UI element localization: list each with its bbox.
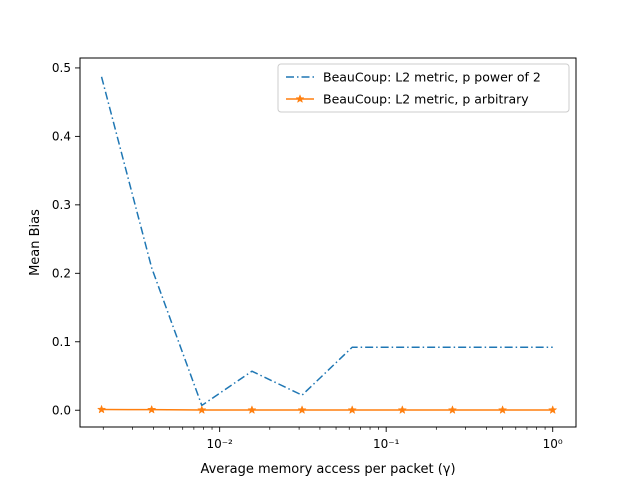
x-axis-label: Average memory access per packet (γ) bbox=[200, 462, 455, 477]
y-tick-label: 0.1 bbox=[52, 335, 71, 349]
series-1 bbox=[102, 77, 553, 406]
y-tick-label: 0.4 bbox=[52, 130, 71, 144]
series-2-point bbox=[549, 406, 557, 414]
x-tick-label: 10⁰ bbox=[543, 437, 563, 451]
legend: BeauCoup: L2 metric, p power of 2 BeauCou… bbox=[278, 64, 569, 112]
series-2-point bbox=[248, 406, 256, 414]
series-2-point bbox=[499, 406, 507, 414]
series-2-point bbox=[148, 405, 156, 413]
plot-area-frame bbox=[80, 58, 576, 427]
series-1-line bbox=[102, 77, 553, 406]
legend-item-2: BeauCoup: L2 metric, p arbitrary bbox=[286, 92, 529, 107]
x-axis: 10⁻² 10⁻¹ 10⁰ bbox=[103, 427, 563, 451]
series-2-point bbox=[198, 406, 206, 414]
series-layer bbox=[98, 77, 557, 414]
y-axis: 0.0 0.1 0.2 0.3 0.4 0.5 bbox=[52, 61, 80, 417]
y-tick-label: 0.3 bbox=[52, 198, 71, 212]
y-axis-label: Mean Bias bbox=[28, 209, 43, 276]
legend-item-1: BeauCoup: L2 metric, p power of 2 bbox=[286, 70, 541, 85]
x-tick-label: 10⁻² bbox=[206, 437, 233, 451]
series-2-point bbox=[398, 406, 406, 414]
x-tick-label: 10⁻¹ bbox=[373, 437, 400, 451]
series-2-point bbox=[298, 406, 306, 414]
series-2-point bbox=[348, 406, 356, 414]
legend-label: BeauCoup: L2 metric, p power of 2 bbox=[323, 70, 541, 85]
series-2-point bbox=[98, 405, 106, 413]
y-tick-label: 0.5 bbox=[52, 61, 71, 75]
legend-label: BeauCoup: L2 metric, p arbitrary bbox=[323, 92, 529, 107]
series-2-point bbox=[448, 406, 456, 414]
series-2 bbox=[98, 405, 557, 413]
y-tick-label: 0.2 bbox=[52, 267, 71, 281]
y-tick-label: 0.0 bbox=[52, 404, 71, 418]
